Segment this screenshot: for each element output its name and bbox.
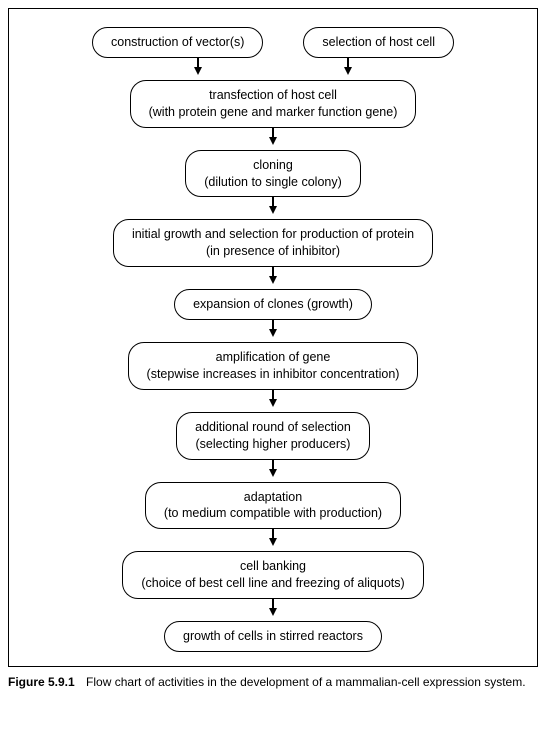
node-label-line2: (with protein gene and marker function g… — [149, 105, 398, 119]
arrow-single — [19, 529, 527, 551]
flow-row: additional round of selection (selecting… — [19, 412, 527, 460]
arrow-single — [19, 390, 527, 412]
arrow-pair — [19, 58, 527, 80]
node-label-line1: transfection of host cell — [209, 88, 337, 102]
node-label-line1: amplification of gene — [216, 350, 331, 364]
caption-text: Flow chart of activities in the developm… — [86, 675, 526, 689]
node-cell-banking: cell banking (choice of best cell line a… — [122, 551, 423, 599]
node-cloning: cloning (dilution to single colony) — [185, 150, 361, 198]
flow-row: cloning (dilution to single colony) — [19, 150, 527, 198]
arrow-single — [19, 197, 527, 219]
flow-row: growth of cells in stirred reactors — [19, 621, 527, 652]
node-label-line2: (stepwise increases in inhibitor concent… — [147, 367, 400, 381]
node-label-line1: initial growth and selection for product… — [132, 227, 414, 241]
node-expansion-clones: expansion of clones (growth) — [174, 289, 372, 320]
node-label-line2: (dilution to single colony) — [204, 175, 342, 189]
node-label: growth of cells in stirred reactors — [183, 629, 363, 643]
caption-label: Figure 5.9.1 — [8, 675, 75, 689]
node-additional-selection: additional round of selection (selecting… — [176, 412, 370, 460]
node-label: expansion of clones (growth) — [193, 297, 353, 311]
node-label-line1: cloning — [253, 158, 293, 172]
node-amplification: amplification of gene (stepwise increase… — [128, 342, 419, 390]
node-construction-vectors: construction of vector(s) — [92, 27, 263, 58]
node-label-line1: cell banking — [240, 559, 306, 573]
flow-row: cell banking (choice of best cell line a… — [19, 551, 527, 599]
flow-row: transfection of host cell (with protein … — [19, 80, 527, 128]
flow-row: adaptation (to medium compatible with pr… — [19, 482, 527, 530]
node-label-line2: (to medium compatible with production) — [164, 506, 382, 520]
node-label: selection of host cell — [322, 35, 435, 49]
figure-caption: Figure 5.9.1 Flow chart of activities in… — [8, 675, 538, 689]
node-adaptation: adaptation (to medium compatible with pr… — [145, 482, 401, 530]
node-label-line2: (choice of best cell line and freezing o… — [141, 576, 404, 590]
node-label-line1: adaptation — [244, 490, 302, 504]
arrow-single — [19, 599, 527, 621]
arrow-single — [19, 460, 527, 482]
node-selection-host-cell: selection of host cell — [303, 27, 454, 58]
arrow-single — [19, 267, 527, 289]
arrow-single — [19, 128, 527, 150]
flowchart-frame: construction of vector(s) selection of h… — [8, 8, 538, 667]
flow-row: amplification of gene (stepwise increase… — [19, 342, 527, 390]
node-label-line2: (selecting higher producers) — [196, 437, 351, 451]
node-growth-reactors: growth of cells in stirred reactors — [164, 621, 382, 652]
flow-row: expansion of clones (growth) — [19, 289, 527, 320]
flow-row-top: construction of vector(s) selection of h… — [19, 27, 527, 58]
node-label: construction of vector(s) — [111, 35, 244, 49]
arrow-single — [19, 320, 527, 342]
node-initial-growth: initial growth and selection for product… — [113, 219, 433, 267]
node-label-line2: (in presence of inhibitor) — [206, 244, 340, 258]
flow-row: initial growth and selection for product… — [19, 219, 527, 267]
node-transfection: transfection of host cell (with protein … — [130, 80, 417, 128]
node-label-line1: additional round of selection — [195, 420, 351, 434]
